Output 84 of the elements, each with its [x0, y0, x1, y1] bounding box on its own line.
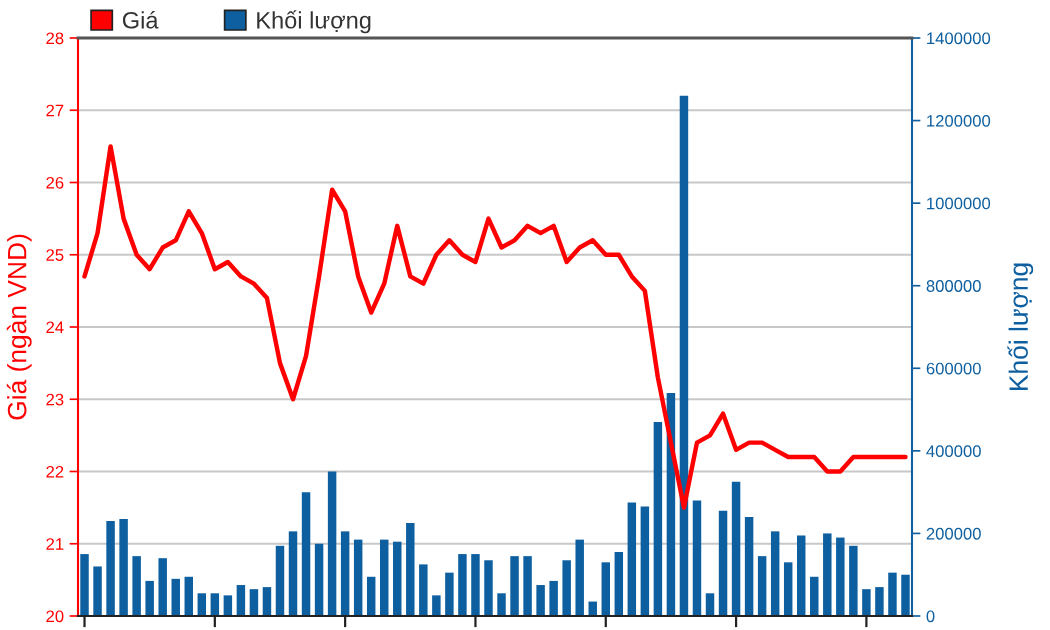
bar [314, 543, 324, 616]
bar [705, 593, 715, 616]
bar [888, 572, 897, 616]
y-tick-label: 25 [46, 249, 64, 261]
bar [445, 572, 454, 616]
legend-label: Giá [122, 10, 159, 29]
bar [562, 560, 571, 616]
bar [679, 95, 689, 616]
bar [810, 576, 819, 616]
bar [849, 545, 858, 616]
bar [718, 510, 728, 616]
y-tick-label: 20 [46, 610, 64, 623]
bar [523, 556, 532, 616]
bar [106, 521, 115, 616]
y2-tick-label: 400000 [926, 445, 981, 458]
bar [510, 556, 519, 616]
bar [158, 558, 167, 616]
bar [575, 539, 584, 616]
bar [627, 502, 637, 616]
bar [640, 506, 650, 616]
y-axis-title: Giá (ngàn VND) [6, 234, 32, 420]
bar [783, 562, 793, 616]
y-tick-label: 26 [46, 176, 64, 189]
bar [588, 601, 597, 616]
y-tick-label: 22 [46, 465, 64, 478]
bar [275, 545, 285, 616]
bar [171, 578, 180, 616]
y2-tick-label: 600000 [926, 362, 981, 375]
y-tick-label: 21 [46, 538, 64, 550]
bar [770, 531, 780, 616]
bar [549, 580, 558, 616]
bar [797, 535, 806, 616]
y2-tick-label: 1400000 [927, 32, 991, 45]
bar [80, 554, 89, 616]
bar [380, 539, 389, 616]
bar [119, 518, 128, 616]
bar [366, 576, 376, 616]
bar [393, 541, 402, 616]
bar [327, 471, 337, 616]
y-tick-label: 23 [46, 393, 64, 406]
legend-label: Khối lượng [257, 10, 371, 34]
y2-tick-label: 0 [926, 610, 935, 623]
bar [419, 564, 428, 616]
bar [875, 587, 884, 616]
bar [536, 585, 545, 616]
y2-axis-title: Khối lượng [1007, 263, 1034, 390]
bar [236, 585, 246, 616]
bar [432, 595, 441, 616]
bar [223, 595, 233, 616]
y-tick-label: 28 [46, 32, 64, 45]
bar [93, 566, 102, 616]
bar [731, 481, 741, 616]
bar [653, 421, 663, 616]
line-series [82, 144, 908, 510]
bar [497, 593, 506, 616]
bar [458, 554, 467, 616]
bar [210, 593, 220, 616]
bar [301, 492, 311, 616]
bar [406, 523, 415, 616]
bar [184, 576, 193, 616]
y-tick-label: 27 [46, 104, 64, 117]
bar [249, 589, 259, 616]
bar [484, 560, 493, 616]
bar [145, 580, 154, 616]
bar [132, 556, 141, 616]
bar [692, 500, 702, 616]
bar [862, 589, 871, 616]
y2-tick-label: 200000 [926, 527, 981, 540]
y2-tick-label: 1200000 [927, 114, 991, 127]
bar [601, 562, 610, 616]
bar [744, 516, 754, 616]
bar [757, 556, 767, 616]
y2-tick-label: 1000000 [927, 197, 991, 210]
bar [340, 531, 350, 616]
y-tick-label: 24 [46, 321, 64, 334]
bar [823, 533, 832, 616]
bar [262, 587, 272, 616]
bar [836, 537, 845, 616]
bar [614, 552, 624, 616]
bar [353, 539, 363, 616]
bar [471, 554, 480, 616]
bar [288, 531, 298, 616]
bar [197, 593, 207, 616]
y2-tick-label: 800000 [926, 280, 981, 292]
